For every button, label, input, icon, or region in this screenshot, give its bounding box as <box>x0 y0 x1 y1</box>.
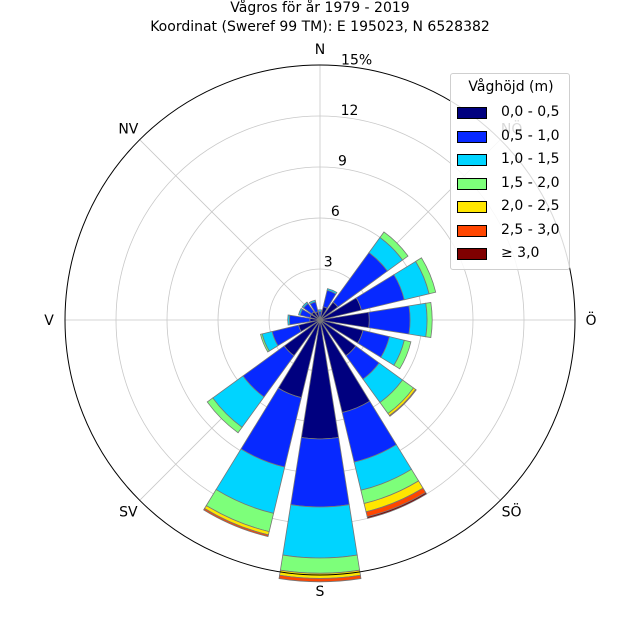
radial-tick-label: 15% <box>341 53 372 69</box>
radial-tick-label: 9 <box>338 154 347 170</box>
legend: Våghöjd (m) 0,0 - 0,5 0,5 - 1,0 1,0 - 1,5 1… <box>450 73 570 270</box>
bar-S-segment-3 <box>282 504 358 559</box>
bar-NNV-segment-3 <box>308 299 317 305</box>
bar-SSÖ-segment-7 <box>366 491 428 519</box>
legend-swatch <box>457 201 487 213</box>
compass-label: NV <box>118 121 138 137</box>
legend-swatch <box>457 154 487 166</box>
bar-NNÖ-segment-3 <box>326 288 338 295</box>
bar-V-segment-3 <box>287 314 291 326</box>
radial-tick-label: 6 <box>331 204 340 220</box>
legend-label: 2,0 - 2,5 <box>501 198 560 214</box>
compass-label: N <box>315 42 325 58</box>
legend-title: Våghöjd (m) <box>468 79 554 95</box>
bar-SÖ-segment-6 <box>388 388 417 417</box>
legend-label: 1,0 - 1,5 <box>501 151 560 167</box>
bar-VSV-segment-4 <box>260 333 270 353</box>
compass-label: S <box>316 584 325 600</box>
compass-label: V <box>44 313 54 329</box>
radial-tick-label: 12 <box>341 103 359 119</box>
bar-VNV-segment-3 <box>298 307 304 316</box>
legend-swatch <box>457 107 487 119</box>
legend-label: ≥ 3,0 <box>501 245 540 261</box>
bar-N-segment-3 <box>317 309 323 313</box>
bar-NV-segment-3 <box>301 301 309 309</box>
chart-subtitle: Koordinat (Sweref 99 TM): E 195023, N 65… <box>150 19 490 35</box>
grid-spoke <box>139 139 321 321</box>
compass-label: SV <box>119 505 138 521</box>
bar-Ö-segment-4 <box>425 301 433 339</box>
bar-SV-segment-4 <box>206 397 243 434</box>
legend-label: 2,5 - 3,0 <box>501 221 560 238</box>
legend-swatch <box>457 248 487 260</box>
bar-S-segment-4 <box>279 554 361 574</box>
bar-ÖSÖ-segment-4 <box>393 339 412 370</box>
bar-S-segment-6 <box>278 574 362 583</box>
legend-label: 1,5 - 2,0 <box>501 174 560 191</box>
bar-Ö-segment-2 <box>368 305 411 335</box>
compass-label: Ö <box>585 311 596 329</box>
compass-label: SÖ <box>502 503 522 521</box>
direction-bars <box>203 231 437 583</box>
bar-SSV-segment-6 <box>203 507 269 538</box>
legend-label: 0,0 - 0,5 <box>501 104 560 120</box>
legend-swatch <box>457 130 487 143</box>
chart-title: Vågros för år 1979 - 2019 <box>230 0 410 16</box>
legend-swatch <box>457 177 487 190</box>
bar-ÖNÖ-segment-4 <box>415 257 437 295</box>
radial-tick-label: 3 <box>324 255 333 271</box>
legend-label: 0,5 - 1,0 <box>501 127 560 144</box>
bar-Ö-segment-3 <box>408 302 428 338</box>
bar-NÖ-segment-4 <box>379 231 409 261</box>
bar-S-segment-2 <box>290 437 350 508</box>
outer-ring <box>64 64 576 576</box>
legend-swatch <box>457 224 487 237</box>
